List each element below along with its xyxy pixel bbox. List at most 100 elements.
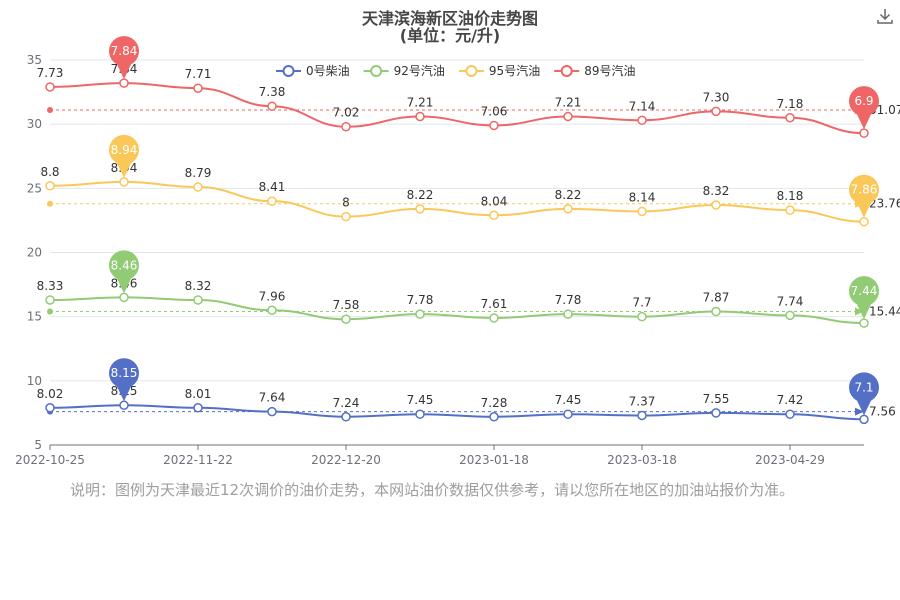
y-tick-label: 35 xyxy=(27,53,42,67)
max-marker-label: 8.94 xyxy=(111,143,138,157)
max-marker xyxy=(109,36,139,67)
chart-note: 说明：图例为天津最近12次调价的油价走势，本网站油价数据仅供参考，请以您所在地区… xyxy=(70,481,795,499)
y-tick-label: 30 xyxy=(27,117,42,131)
y-tick-label: 10 xyxy=(27,374,42,388)
average-line-label: 7.56 xyxy=(869,405,896,419)
data-label: 7.06 xyxy=(481,104,508,118)
data-point xyxy=(785,310,795,321)
min-marker xyxy=(849,174,879,205)
data-point xyxy=(45,181,55,191)
legend-symbol xyxy=(282,65,295,77)
data-point xyxy=(193,83,203,93)
data-point xyxy=(267,305,277,315)
data-label: 7.55 xyxy=(703,392,730,406)
data-point xyxy=(415,309,425,319)
data-point xyxy=(711,106,721,117)
average-line-label: 23.76 xyxy=(869,197,900,211)
legend-item[interactable]: 89号汽油 xyxy=(554,63,635,78)
data-point xyxy=(415,204,425,214)
average-line-arrow xyxy=(855,407,864,416)
data-label: 8 xyxy=(342,196,350,210)
data-label: 7.71 xyxy=(185,67,212,81)
data-label: 7.78 xyxy=(407,293,434,307)
data-label: 7.61 xyxy=(481,297,508,311)
min-marker-label: 7.86 xyxy=(851,183,878,197)
data-point xyxy=(119,78,129,88)
data-label: 7.38 xyxy=(259,85,286,99)
data-point xyxy=(489,120,499,131)
min-marker-label: 7.1 xyxy=(854,380,873,394)
data-label: 8.33 xyxy=(37,279,64,293)
data-point xyxy=(637,206,647,217)
data-label: 7.74 xyxy=(777,294,804,308)
data-label: 7.18 xyxy=(777,97,804,111)
series-line xyxy=(49,296,865,325)
data-point xyxy=(637,311,647,322)
data-label: 8.14 xyxy=(629,190,656,204)
average-line-label: 15.44 xyxy=(869,305,900,319)
data-label: 7.42 xyxy=(777,393,804,407)
data-point xyxy=(45,82,55,92)
x-tick-label: 2022-10-25 xyxy=(15,453,85,467)
data-point xyxy=(563,309,573,319)
min-marker xyxy=(849,276,879,307)
data-point xyxy=(341,211,351,222)
y-tick-label: 5 xyxy=(34,438,42,452)
data-point xyxy=(193,182,203,192)
max-marker-label: 8.15 xyxy=(111,366,138,380)
data-point xyxy=(267,406,277,417)
data-point xyxy=(341,314,351,324)
data-point xyxy=(489,313,499,323)
legend-label: 89号汽油 xyxy=(584,63,635,78)
data-point xyxy=(785,205,795,215)
average-line-start xyxy=(47,200,53,207)
data-point xyxy=(637,410,647,421)
data-label: 7.14 xyxy=(629,99,656,113)
data-point xyxy=(193,403,203,413)
data-point xyxy=(711,408,721,418)
data-label: 7.21 xyxy=(407,95,434,109)
min-marker xyxy=(849,372,879,403)
data-point xyxy=(711,200,721,210)
x-tick-label: 2023-04-29 xyxy=(755,453,825,467)
x-tick-label: 2023-03-18 xyxy=(607,453,677,467)
data-point xyxy=(119,177,129,187)
x-tick-label: 2022-12-20 xyxy=(311,453,381,467)
data-point xyxy=(489,210,499,221)
average-line-start xyxy=(47,308,53,315)
data-point xyxy=(859,414,869,425)
min-marker-label: 7.44 xyxy=(851,284,878,298)
data-label: 8.02 xyxy=(37,387,64,401)
legend-item[interactable]: 0号柴油 xyxy=(276,64,350,78)
data-point xyxy=(785,113,795,123)
download-icon[interactable] xyxy=(875,6,895,26)
data-label: 7.30 xyxy=(703,90,730,104)
max-marker xyxy=(109,358,139,389)
data-point xyxy=(637,115,647,126)
legend-item[interactable]: 92号汽油 xyxy=(363,63,445,78)
data-label: 8.04 xyxy=(481,194,508,208)
average-line-start xyxy=(47,107,53,114)
legend-item[interactable]: 95号汽油 xyxy=(458,63,540,78)
data-point xyxy=(415,409,425,419)
chart-subtitle: (单位：元/升) xyxy=(399,26,501,45)
average-line-arrow xyxy=(855,307,864,316)
data-point xyxy=(45,295,55,305)
data-point xyxy=(193,295,203,305)
series-line xyxy=(49,180,865,223)
y-tick-label: 20 xyxy=(27,246,42,260)
data-label: 7.58 xyxy=(333,298,360,312)
max-marker-label: 7.84 xyxy=(111,44,138,58)
data-point xyxy=(859,128,869,138)
data-label: 7.37 xyxy=(629,394,656,408)
data-label: 8.22 xyxy=(407,188,434,202)
series-line xyxy=(49,82,865,135)
legend-label: 0号柴油 xyxy=(306,64,350,78)
data-label: 7.21 xyxy=(555,95,582,109)
data-point xyxy=(563,409,573,419)
data-point xyxy=(341,412,351,422)
data-label: 7.7 xyxy=(632,296,651,310)
data-point xyxy=(563,111,573,122)
max-marker xyxy=(109,134,139,165)
data-label: 7.87 xyxy=(703,291,730,305)
